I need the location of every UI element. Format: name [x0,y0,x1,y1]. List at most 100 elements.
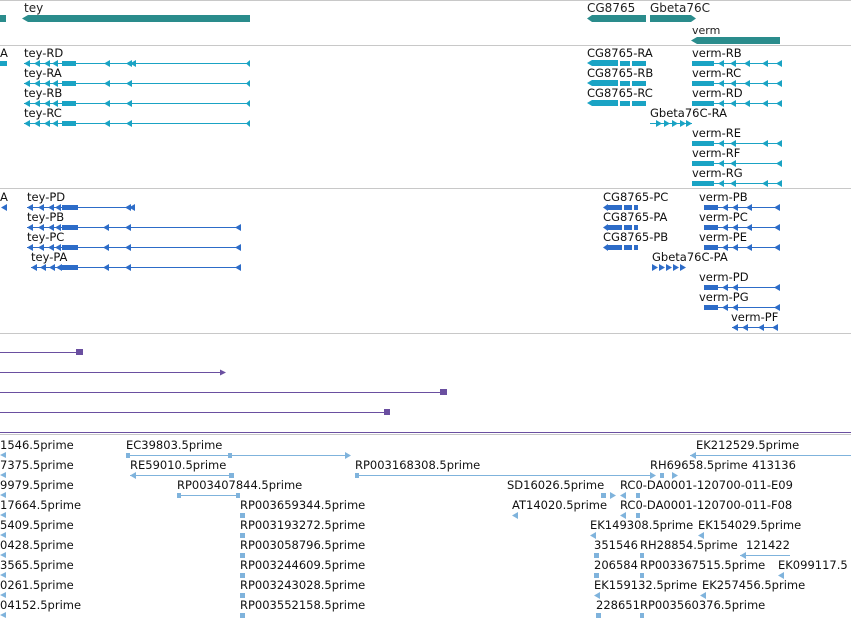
transcript-label[interactable]: verm-RF [692,146,741,160]
est-label[interactable]: RP003367515.5prime [640,558,766,572]
est-fragment[interactable] [0,572,6,578]
est-fragment[interactable] [0,552,6,558]
transcript-cg8765-rb-glyph[interactable] [587,80,646,86]
est-fragment[interactable] [0,612,6,618]
est-206584-glyph[interactable] [594,573,599,578]
est-fragment[interactable] [0,592,6,598]
alignment-line[interactable] [0,349,83,355]
protein-verm-pb-glyph[interactable] [704,204,780,211]
est-rp003243028-glyph[interactable] [240,593,245,598]
est-label[interactable]: 17664.5prime [0,498,82,512]
transcript-tey-rc-glyph[interactable] [24,120,250,127]
est-label[interactable]: EK159132.5prime [594,578,698,592]
protein-verm-pg-glyph[interactable] [704,304,780,311]
protein-label[interactable]: verm-PF [731,310,779,324]
transcript-label[interactable]: CG8765-RA [587,46,653,60]
transcript-verm-rg-glyph[interactable] [692,180,782,187]
protein-label[interactable]: CG8765-PB [603,230,669,244]
protein-tey-pd-glyph[interactable] [27,204,135,211]
est-label[interactable]: EK099117.5 [778,558,848,572]
est-label[interactable]: RP003168308.5prime [355,458,481,472]
protein-tey-pa-glyph[interactable] [31,264,241,271]
est-rh28854-glyph[interactable] [640,553,644,558]
protein-label[interactable]: verm-PE [699,230,747,244]
protein-tey-pc-glyph[interactable] [27,244,241,251]
est-rp003244609-glyph[interactable] [240,573,245,578]
transcript-label[interactable]: CG8765-RB [587,66,654,80]
est-label[interactable]: EK154029.5prime [698,518,802,532]
transcript-tey-ra-glyph[interactable] [24,80,250,87]
est-fragment[interactable] [0,472,6,478]
est-label[interactable]: EC39803.5prime [126,438,223,452]
protein-label[interactable]: tey-PD [27,190,66,204]
transcript-label[interactable]: verm-RD [692,86,743,100]
est-label[interactable]: RP003193272.5prime [240,518,366,532]
est-label[interactable]: 04152.5prime [0,598,82,612]
est-label[interactable]: 3565.5prime [0,558,74,572]
est-rp003193272-glyph[interactable] [240,533,245,538]
protein-label[interactable]: verm-PC [699,210,748,224]
est-label[interactable]: RH28854.5prime [640,538,738,552]
est-ek212529-glyph[interactable] [690,452,851,459]
protein-verm-pd-glyph[interactable] [704,284,780,291]
est-rp003407844-glyph[interactable] [177,493,240,498]
transcript-label[interactable]: Gbeta76C-RA [650,106,728,120]
est-fragment[interactable] [0,532,6,538]
protein-label[interactable]: Gbeta76C-PA [652,250,728,264]
est-rp003560376-glyph[interactable] [640,613,644,618]
protein-label[interactable]: tey-PC [27,230,65,244]
est-label[interactable]: RP003407844.5prime [177,478,303,492]
gene-bar-cg8765[interactable] [592,15,646,22]
transcript-verm-rc-glyph[interactable] [692,80,782,87]
gene-bar-gbeta76c[interactable] [650,15,691,22]
protein-label[interactable]: A [0,190,8,204]
est-label[interactable]: 1546.5prime [0,438,74,452]
transcript-verm-rd-glyph[interactable] [692,100,782,107]
est-ek099117-glyph[interactable] [778,572,784,579]
transcript-label[interactable]: CG8765-RC [587,86,653,100]
est-label[interactable]: RC0-DA0001-120700-011-E09 [620,478,793,492]
est-rp003552158-glyph[interactable] [240,613,245,618]
transcript-verm-re-glyph[interactable] [692,140,782,147]
est-ek149308-glyph[interactable] [590,532,596,539]
transcript-verm-rf-glyph[interactable] [692,160,782,167]
protein-label[interactable]: verm-PG [699,290,749,304]
est-label[interactable]: RP003659344.5prime [240,498,366,512]
est-ek154029-glyph[interactable] [698,532,704,539]
protein-verm-pc-glyph[interactable] [704,224,780,231]
transcript-cg8765-ra-glyph[interactable] [587,60,646,66]
est-re59010-glyph[interactable] [130,472,234,479]
protein-label[interactable]: tey-PA [31,250,68,264]
est-label[interactable]: 0261.5prime [0,578,74,592]
protein-cg8765-pb-glyph[interactable] [603,244,638,251]
est-rc0-e09-glyph[interactable] [620,492,640,499]
transcript-label[interactable]: tey-RB [24,86,63,100]
est-351546-glyph[interactable] [594,553,599,558]
est-label[interactable]: 9979.5prime [0,478,74,492]
transcript-gbeta76c-ra-glyph[interactable] [650,120,692,127]
est-label[interactable]: RP003243028.5prime [240,578,366,592]
gene-bar-verm[interactable] [697,37,780,44]
protein-cg8765-pc-glyph[interactable] [603,204,638,211]
alignment-line[interactable] [0,389,447,395]
est-ek159132-glyph[interactable] [594,592,600,599]
est-ec39803-glyph[interactable] [126,452,351,459]
protein-gbeta76c-pa-glyph[interactable] [652,264,686,271]
est-label[interactable]: 413136 [752,458,796,472]
transcript-label[interactable]: tey-RD [24,46,64,60]
est-fragment[interactable] [0,512,6,518]
alignment-line[interactable] [0,409,390,415]
transcript-label[interactable]: verm-RG [692,166,743,180]
est-fragment[interactable] [0,492,6,498]
est-label[interactable]: 7375.5prime [0,458,74,472]
est-label[interactable]: RC0-DA0001-120700-011-F08 [620,498,793,512]
gene-label-cg8765[interactable]: CG8765 [587,1,636,15]
est-rh69658-glyph[interactable] [660,472,678,479]
protein-cg8765-pa-glyph[interactable] [603,224,638,231]
est-fragment[interactable] [0,452,6,458]
est-at14020-glyph[interactable] [512,512,518,519]
est-label[interactable]: SD16026.5prime [507,478,605,492]
est-label[interactable]: RE59010.5prime [130,458,227,472]
protein-label[interactable]: verm-PB [699,190,748,204]
protein-verm-pe-glyph[interactable] [704,244,780,251]
